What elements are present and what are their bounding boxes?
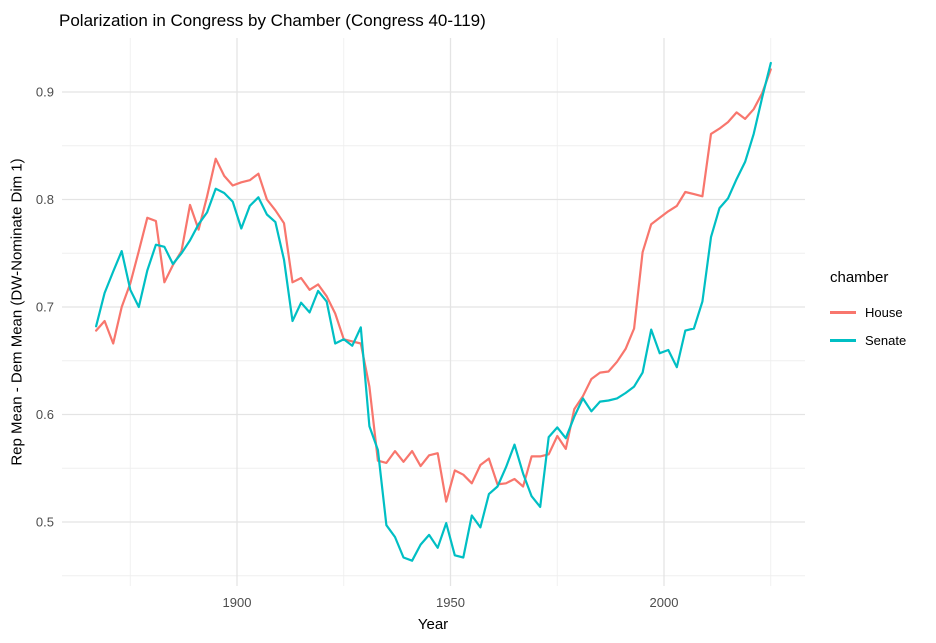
y-axis-title: Rep Mean - Dem Mean (DW-Nominate Dim 1)	[8, 158, 26, 466]
legend-title: chamber	[830, 269, 889, 286]
house-line-swatch-icon	[830, 310, 856, 314]
y-axis-tick-labels: 0.5 0.6 0.7 0.8 0.9	[36, 85, 54, 530]
senate-line-series	[94, 61, 772, 562]
svg-text:0.8: 0.8	[36, 192, 54, 207]
legend-label-house: House	[865, 304, 903, 320]
svg-text:0.7: 0.7	[36, 300, 54, 315]
svg-text:0.6: 0.6	[36, 407, 54, 422]
legend-entries: House Senate	[830, 298, 906, 354]
gridlines-major	[62, 38, 805, 586]
house-line-series	[94, 68, 772, 503]
legend-entry-senate: Senate	[830, 326, 906, 354]
gridlines-minor	[62, 38, 805, 586]
chart-title: Polarization in Congress by Chamber (Con…	[59, 11, 486, 30]
svg-text:1950: 1950	[436, 595, 465, 610]
svg-text:0.9: 0.9	[36, 85, 54, 100]
svg-text:1900: 1900	[223, 595, 252, 610]
legend-label-senate: Senate	[865, 332, 907, 348]
line-series-group	[94, 61, 772, 562]
svg-text:0.5: 0.5	[36, 515, 54, 530]
senate-line-swatch-icon	[830, 338, 856, 342]
svg-text:2000: 2000	[650, 595, 679, 610]
legend-entry-house: House	[830, 298, 906, 326]
x-axis-tick-labels: 1900 1950 2000	[223, 595, 679, 610]
legend: chamber House Senate	[830, 269, 906, 354]
x-axis-title: Year	[417, 616, 449, 633]
